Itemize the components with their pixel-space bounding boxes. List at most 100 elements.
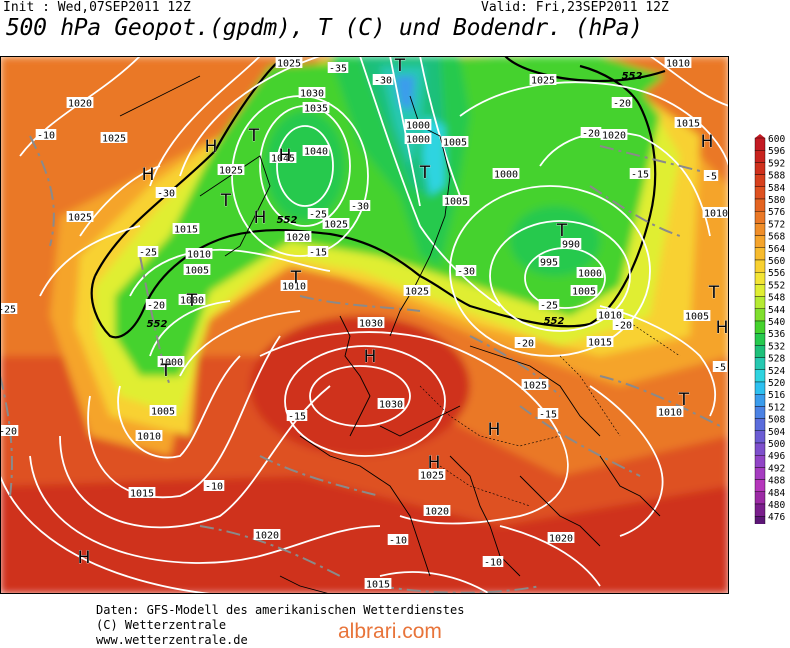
isobar-label: 1025	[529, 74, 557, 87]
scale-level-label: 552	[768, 280, 785, 291]
isobar-label: 1030	[377, 398, 405, 411]
scale-swatch	[754, 247, 766, 261]
svg-text:1000: 1000	[180, 296, 204, 307]
svg-text:1005: 1005	[151, 407, 175, 418]
high-pressure-center: H	[78, 548, 91, 568]
scale-swatch	[754, 186, 766, 200]
scale-level-label: 584	[768, 183, 785, 194]
isotherm-label: -20	[611, 97, 633, 110]
isobar-label: 1045	[269, 152, 297, 165]
valid-time: Valid: Fri,23SEP2011 12Z	[481, 0, 669, 15]
scale-swatch	[754, 430, 766, 444]
isotherm-label: -25	[0, 303, 18, 316]
svg-text:1000: 1000	[159, 358, 183, 369]
isobar-label: 1025	[66, 211, 94, 224]
map-title: 500 hPa Geopot.(gpdm), T (C) und Bodendr…	[6, 15, 643, 41]
scale-swatch	[754, 442, 766, 456]
svg-text:-30: -30	[351, 202, 369, 213]
scale-level-label: 504	[768, 427, 785, 438]
scale-level-label: 488	[768, 476, 785, 487]
scale-level-label: 544	[768, 305, 785, 316]
isobar-label: 1010	[664, 57, 692, 70]
svg-text:-5: -5	[705, 172, 717, 183]
scale-swatch	[754, 296, 766, 310]
isotherm-label: -30	[455, 265, 477, 278]
isobar-label: 1000	[404, 133, 432, 146]
isotherm-label: -25	[538, 299, 560, 312]
high-pressure-center: H	[364, 347, 377, 367]
svg-text:-20: -20	[613, 99, 631, 110]
svg-text:1040: 1040	[304, 147, 328, 158]
scale-level-label: 560	[768, 256, 785, 267]
svg-text:1000: 1000	[494, 170, 518, 181]
isobar-label: 1000	[576, 267, 604, 280]
scale-level-label: 484	[768, 488, 785, 499]
scale-swatch	[754, 235, 766, 248]
isobar-label: 1040	[302, 145, 330, 158]
low-pressure-center: T	[394, 56, 406, 76]
scale-swatch	[754, 259, 766, 273]
isobar-label: 1020	[284, 231, 312, 244]
scale-swatch	[754, 137, 766, 151]
svg-text:-15: -15	[309, 248, 327, 259]
isobar-label: 1005	[442, 195, 470, 208]
high-pressure-center: H	[254, 208, 267, 228]
height-contour-label: 552	[622, 71, 643, 82]
svg-text:1005: 1005	[572, 287, 596, 298]
isobar-label: 1000	[404, 119, 432, 132]
svg-text:-10: -10	[37, 131, 55, 142]
isotherm-label: -15	[537, 408, 559, 421]
svg-text:-15: -15	[288, 412, 306, 423]
svg-text:1045: 1045	[271, 154, 295, 165]
low-pressure-center: T	[678, 390, 690, 410]
svg-text:1030: 1030	[300, 89, 324, 100]
pressure-labels: 1025 1030 1035 1040 1045 1025 1025 1020 1015 1010…	[66, 57, 729, 591]
scale-swatch	[754, 150, 766, 163]
isobar-label: 1000	[492, 168, 520, 181]
scale-level-label: 512	[768, 402, 785, 413]
temperature-labels: -35 -30 -25 -30 -30 -25 -20 -10 -15 -30 -25 -20 -20 -…	[0, 62, 728, 569]
isotherm-label: -20	[580, 127, 602, 140]
isobar-label: 1025	[521, 379, 549, 392]
low-pressure-center: T	[419, 163, 431, 183]
svg-text:1010: 1010	[666, 59, 690, 70]
svg-text:-30: -30	[157, 189, 175, 200]
isobar-label: 1005	[183, 264, 211, 277]
svg-text:1000: 1000	[406, 135, 430, 146]
height-labels: 552 552 552 552	[147, 71, 643, 330]
svg-text:1035: 1035	[304, 104, 328, 115]
svg-text:-20: -20	[147, 301, 165, 312]
isobar-label: 1010	[135, 430, 163, 443]
scale-level-label: 508	[768, 415, 785, 426]
svg-text:-25: -25	[0, 305, 16, 316]
isotherm-label: -20	[145, 299, 167, 312]
scale-swatch	[754, 357, 766, 371]
scale-swatch	[754, 332, 766, 346]
scale-swatch	[754, 345, 766, 358]
scale-level-label: 536	[768, 329, 785, 340]
svg-text:-20: -20	[582, 129, 600, 140]
scale-level-label: 528	[768, 354, 785, 365]
scale-swatch	[754, 455, 766, 468]
height-contour-label: 552	[147, 319, 168, 330]
low-pressure-center: T	[708, 283, 720, 303]
isobar-label: 1005	[441, 136, 469, 149]
isobar-label: 1015	[364, 578, 392, 591]
height-contour-label: 552	[277, 215, 298, 226]
scale-level-label: 492	[768, 463, 785, 474]
isotherm-label: -15	[307, 246, 329, 259]
svg-text:-10: -10	[205, 482, 223, 493]
isotherm-label: -10	[482, 556, 504, 569]
scale-swatch	[754, 198, 766, 212]
svg-text:1015: 1015	[588, 338, 612, 349]
scale-swatch	[754, 284, 766, 297]
scale-top-arrow	[755, 134, 765, 138]
scale-level-label: 540	[768, 317, 785, 328]
height-contour-label: 552	[544, 316, 565, 327]
isobar-label: 1020	[600, 129, 628, 142]
low-pressure-center: T	[220, 191, 232, 211]
svg-text:1000: 1000	[406, 121, 430, 132]
isotherm-label: -30	[349, 200, 371, 213]
svg-text:-35: -35	[329, 64, 347, 75]
